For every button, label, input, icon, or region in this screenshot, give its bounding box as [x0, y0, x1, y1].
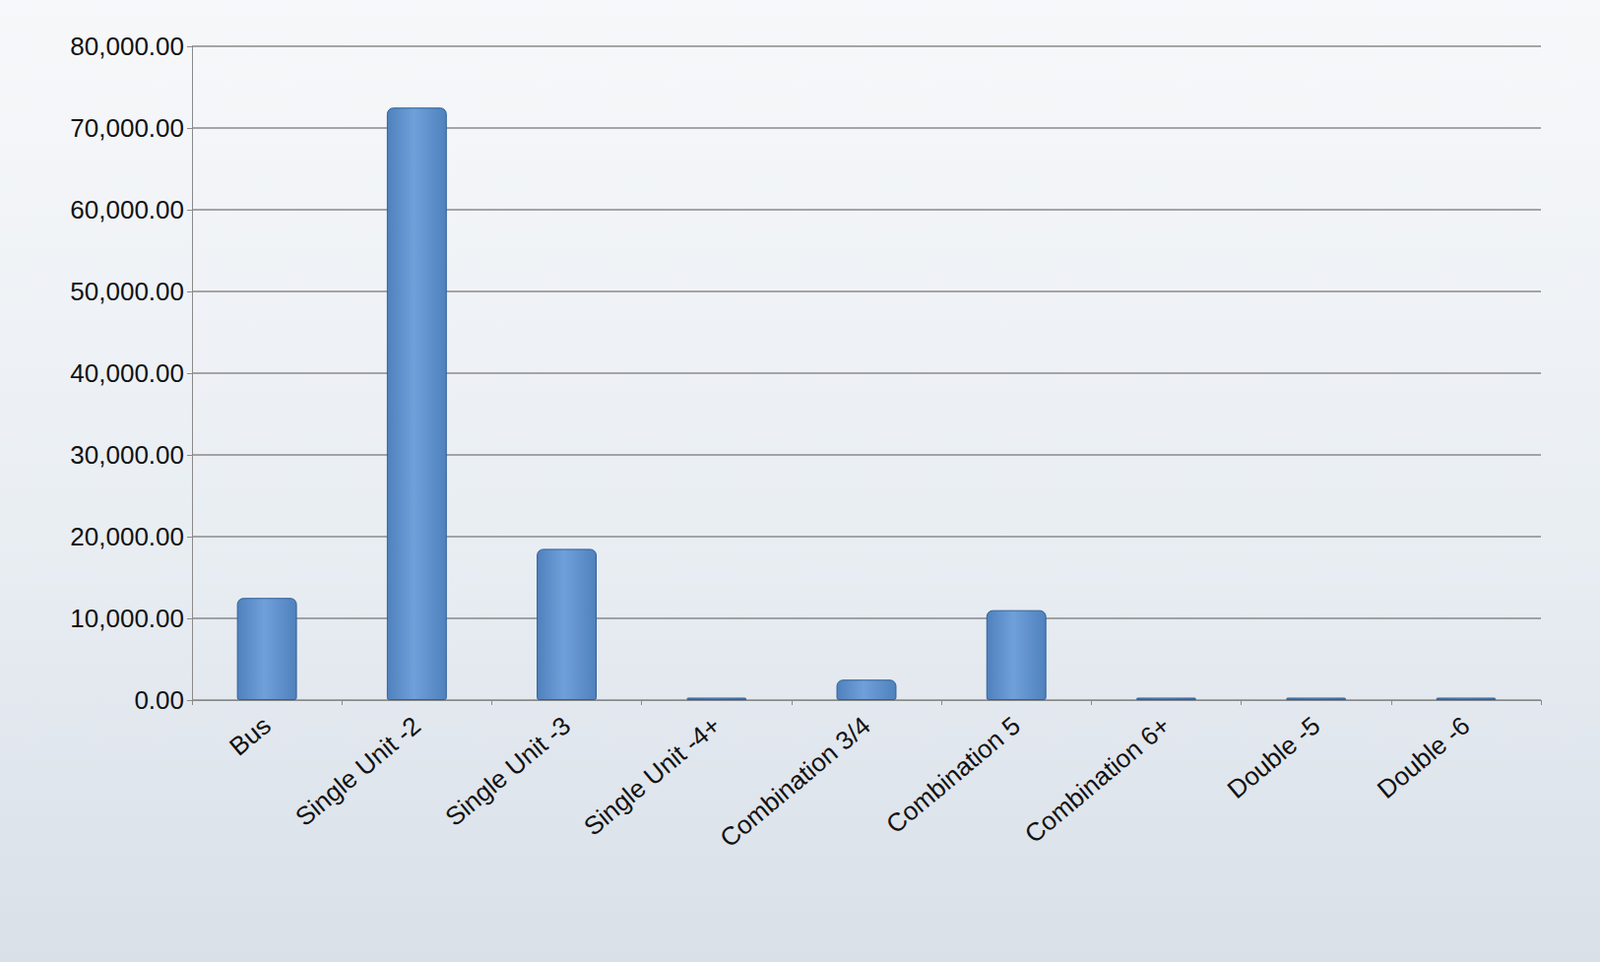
svg-text:40,000.00: 40,000.00 — [69, 358, 185, 388]
svg-text:50,000.00: 50,000.00 — [69, 276, 185, 307]
svg-text:70,000.00: 70,000.00 — [69, 113, 185, 143]
svg-text:Double -5: Double -5 — [1221, 710, 1327, 805]
svg-text:Single Unit -4+: Single Unit -4+ — [577, 710, 726, 842]
svg-text:Single Unit -2: Single Unit -2 — [289, 710, 427, 832]
svg-text:Combination 6+: Combination 6+ — [1019, 710, 1176, 850]
svg-text:Bus: Bus — [223, 710, 277, 763]
svg-text:Combination 3/4: Combination 3/4 — [713, 710, 876, 854]
svg-text:Double -6: Double -6 — [1371, 710, 1476, 805]
svg-text:Combination 5: Combination 5 — [880, 710, 1026, 840]
svg-text:30,000.00: 30,000.00 — [69, 440, 185, 470]
svg-text:0.00: 0.00 — [133, 685, 185, 715]
svg-text:60,000.00: 60,000.00 — [69, 194, 185, 225]
svg-text:80,000.00: 80,000.00 — [69, 31, 185, 62]
svg-text:10,000.00: 10,000.00 — [69, 603, 185, 634]
svg-text:20,000.00: 20,000.00 — [69, 521, 185, 552]
svg-text:Single Unit -3: Single Unit -3 — [439, 710, 576, 832]
